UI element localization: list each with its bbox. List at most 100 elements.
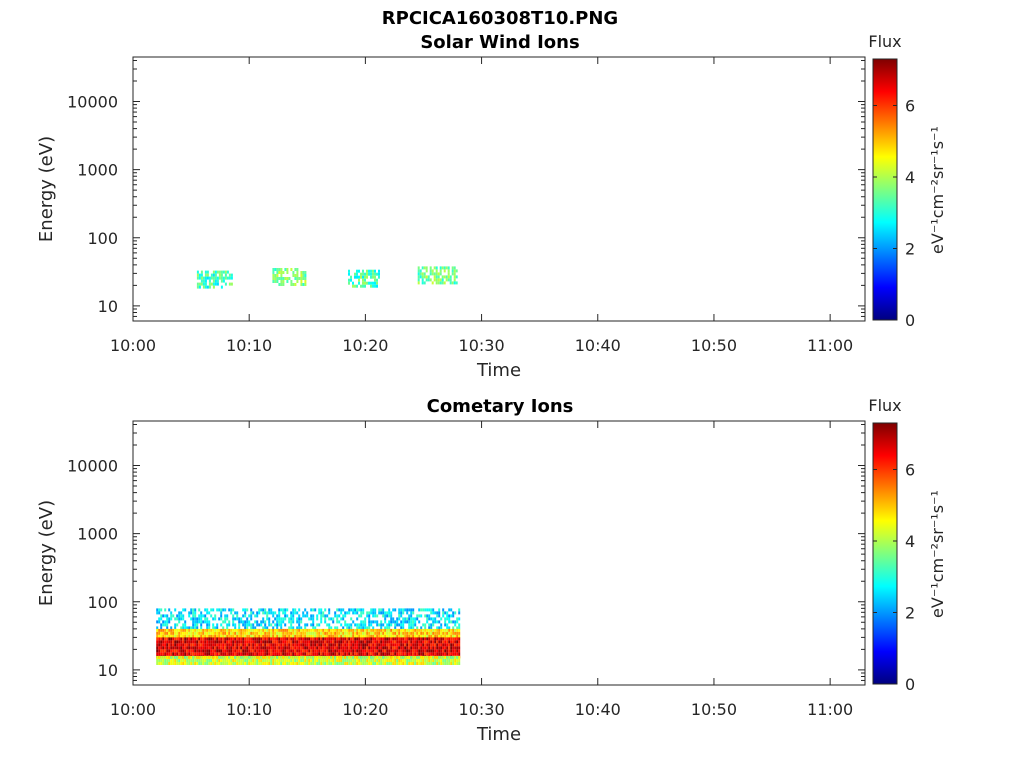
flux-cell [326, 643, 329, 647]
flux-cell [270, 631, 273, 635]
flux-cell [178, 637, 181, 641]
flux-cell [448, 659, 451, 662]
flux-cell [280, 662, 283, 665]
flux-cell [296, 640, 299, 644]
flux-cell [270, 637, 273, 641]
flux-cell [254, 640, 257, 644]
flux-cell [428, 634, 431, 638]
flux-cell [444, 611, 447, 615]
flux-cell [454, 652, 457, 656]
flux-cell [410, 611, 413, 615]
flux-cell [188, 614, 191, 618]
flux-cell [160, 608, 163, 612]
colorbar-gradient [873, 59, 897, 320]
flux-cell [312, 614, 315, 618]
flux-cell [414, 617, 417, 621]
flux-cell [260, 634, 263, 638]
flux-cell [338, 659, 341, 662]
spectrogram-data [196, 266, 458, 289]
flux-cell [324, 640, 327, 644]
flux-cell [260, 628, 263, 632]
flux-cell [160, 649, 163, 653]
colorbar-title: Flux [868, 396, 901, 415]
flux-cell [432, 634, 435, 638]
flux-cell [296, 280, 299, 283]
flux-cell [425, 266, 428, 270]
flux-cell [448, 628, 451, 632]
flux-cell [220, 279, 223, 283]
flux-cell [366, 272, 368, 276]
flux-cell [168, 646, 171, 650]
flux-cell [444, 640, 447, 644]
flux-cell [452, 628, 455, 632]
flux-cell [454, 640, 457, 644]
flux-cell [404, 631, 407, 635]
flux-cell [318, 637, 321, 641]
flux-cell [374, 620, 377, 624]
flux-cell [164, 656, 167, 659]
flux-cell [228, 659, 231, 662]
flux-cell [200, 276, 203, 280]
flux-cell [186, 628, 189, 632]
flux-cell [308, 649, 311, 653]
flux-cell [200, 652, 203, 656]
flux-cell [440, 637, 443, 641]
flux-cell [294, 637, 297, 641]
flux-cell [312, 637, 315, 641]
flux-cell [276, 280, 279, 283]
flux-cell [320, 637, 323, 641]
flux-cell [284, 646, 287, 650]
flux-cell [194, 626, 197, 630]
flux-cell [440, 628, 443, 632]
flux-cell [284, 611, 287, 615]
flux-cell [426, 614, 429, 618]
flux-cell [186, 631, 189, 635]
flux-cell [417, 272, 420, 276]
flux-cell [388, 628, 391, 632]
flux-cell [250, 640, 253, 644]
flux-cell [256, 662, 259, 665]
flux-cell [196, 662, 199, 665]
flux-cell [448, 662, 451, 665]
flux-cell [423, 281, 426, 285]
flux-cell [382, 628, 385, 632]
flux-cell [264, 640, 267, 644]
flux-cell [172, 628, 175, 632]
flux-cell [420, 649, 423, 653]
flux-cell [246, 649, 249, 653]
flux-cell [198, 608, 201, 612]
flux-cell [360, 272, 362, 276]
flux-cell [455, 281, 458, 285]
flux-cell [388, 640, 391, 644]
flux-cell [292, 620, 295, 624]
flux-cell [300, 643, 303, 647]
flux-cell [252, 628, 255, 632]
flux-cell [246, 631, 249, 635]
flux-cell [432, 620, 435, 624]
flux-cell [296, 611, 299, 615]
flux-cell [435, 269, 438, 273]
flux-cell [186, 649, 189, 653]
flux-cell [446, 631, 449, 635]
flux-cell [272, 277, 275, 280]
flux-cell [286, 614, 289, 618]
flux-cell [432, 652, 435, 656]
flux-cell [362, 656, 365, 659]
flux-cell [286, 659, 289, 662]
flux-cell [206, 656, 209, 659]
flux-cell [398, 652, 401, 656]
flux-cell [290, 628, 293, 632]
flux-cell [326, 662, 329, 665]
flux-cell [210, 640, 213, 644]
flux-cell [316, 659, 319, 662]
flux-cell [412, 617, 415, 621]
flux-cell [360, 640, 363, 644]
flux-cell [212, 270, 215, 274]
flux-cell [439, 269, 442, 273]
flux-cell [416, 662, 419, 665]
flux-cell [176, 649, 179, 653]
flux-cell [286, 643, 289, 647]
flux-cell [274, 611, 277, 615]
flux-cell [404, 662, 407, 665]
flux-cell [366, 652, 369, 656]
